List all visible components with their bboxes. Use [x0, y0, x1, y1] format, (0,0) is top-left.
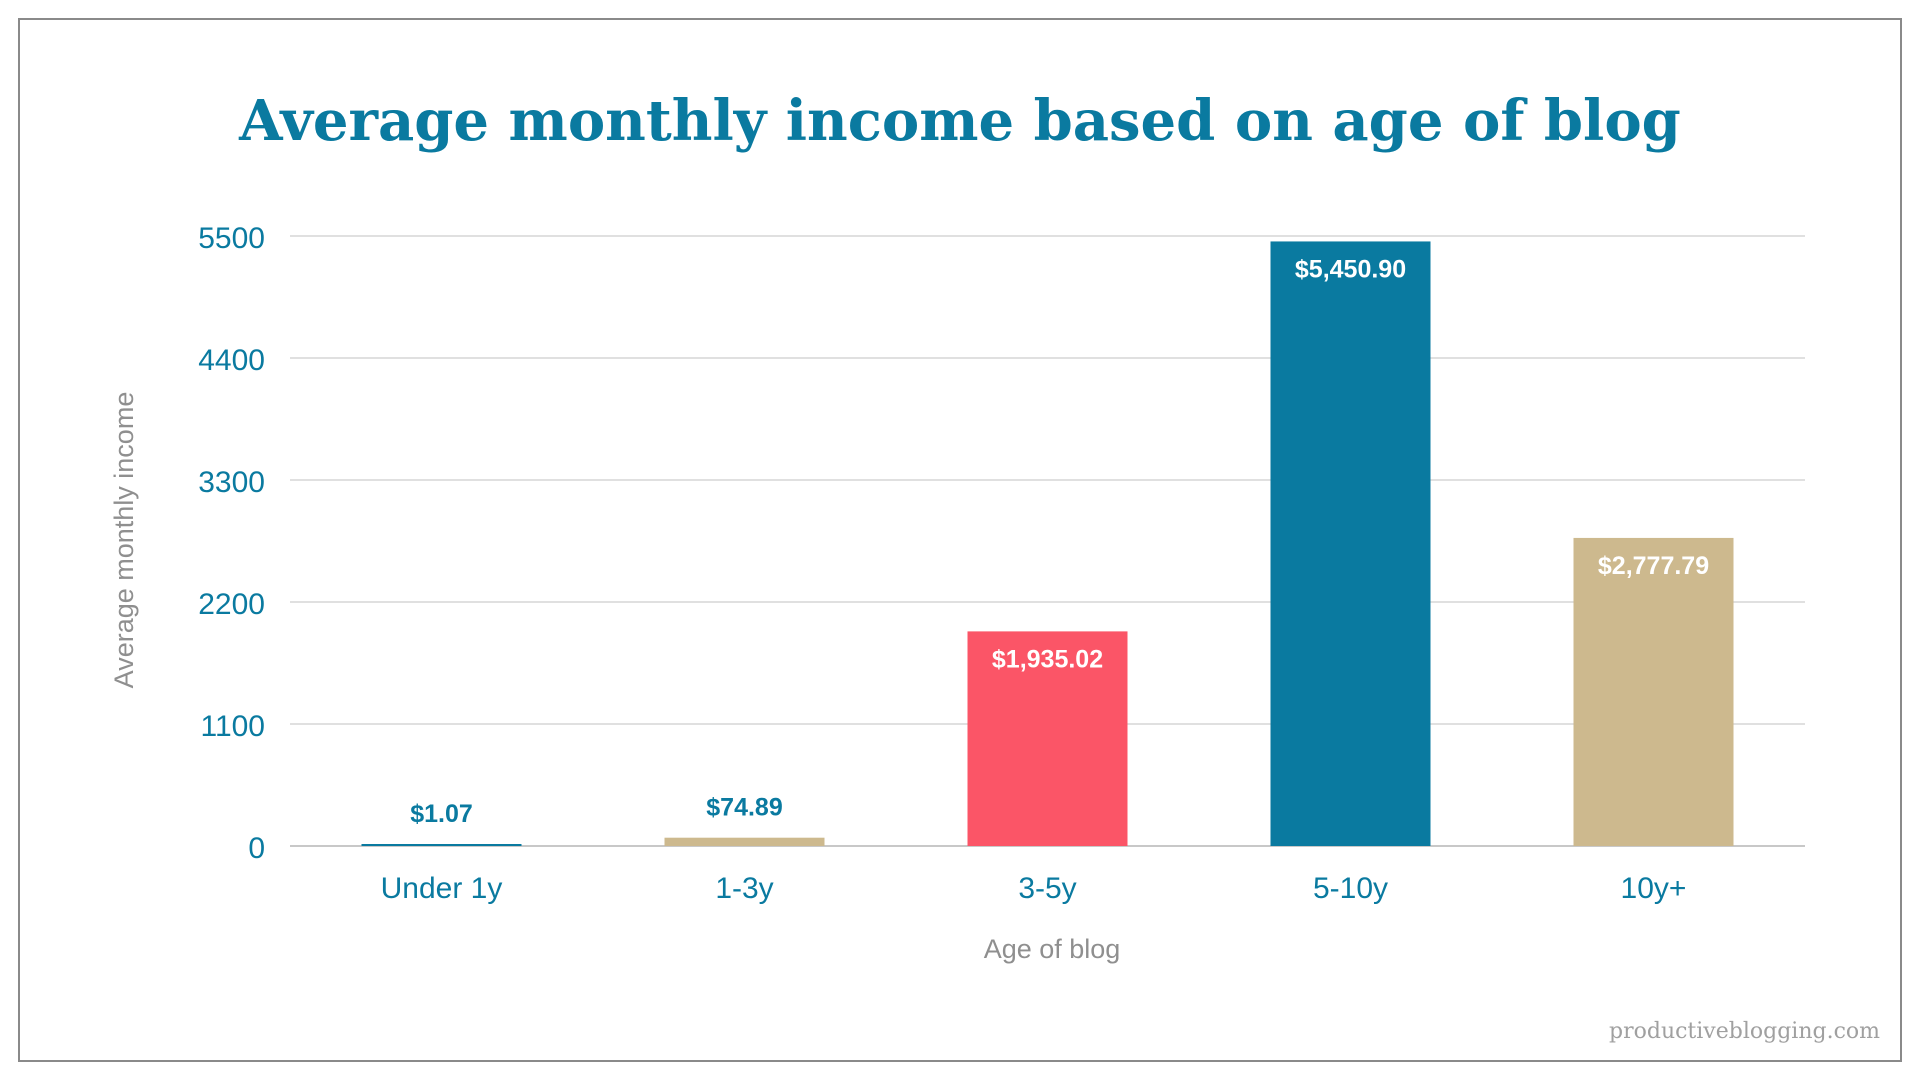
y-tick-label: 2200: [198, 588, 265, 621]
source-credit: productiveblogging.com: [1609, 1019, 1880, 1044]
x-tick-label: 5-10y: [1313, 872, 1388, 905]
bar-value-label: $5,450.90: [1295, 255, 1406, 283]
y-tick-label: 4400: [198, 344, 265, 377]
bar: [967, 631, 1128, 846]
bar-value-label: $1,935.02: [992, 645, 1103, 673]
x-tick-label: 10y+: [1621, 872, 1687, 905]
bar-value-label: $1.07: [410, 800, 473, 828]
bar: [1573, 537, 1734, 846]
bar: [664, 837, 825, 846]
bar-value-labels: $1.07 $74.89 $1,935.02 $5,450.90 $2,777.79: [410, 255, 1709, 828]
x-axis-ticks: Under 1y 1-3y 3-5y 5-10y 10y+: [381, 872, 1687, 905]
bar: [1270, 241, 1431, 847]
y-tick-label: 5500: [198, 222, 265, 255]
y-tick-label: 0: [248, 832, 265, 865]
y-tick-label: 1100: [200, 710, 265, 743]
gridlines: [290, 235, 1805, 847]
x-tick-label: 1-3y: [715, 872, 773, 905]
x-tick-label: 3-5y: [1018, 872, 1076, 905]
y-axis-label: Average monthly income: [109, 392, 139, 689]
x-axis-label: Age of blog: [984, 934, 1121, 964]
bar: [361, 844, 522, 846]
bar-value-label: $2,777.79: [1598, 552, 1709, 580]
y-axis-ticks: 0 1100 2200 3300 4400 5500: [198, 222, 265, 865]
bars: [361, 241, 1734, 847]
bar-value-label: $74.89: [706, 794, 782, 822]
x-tick-label: Under 1y: [381, 872, 503, 905]
chart-title: Average monthly income based on age of b…: [238, 88, 1681, 154]
y-tick-label: 3300: [198, 466, 265, 499]
